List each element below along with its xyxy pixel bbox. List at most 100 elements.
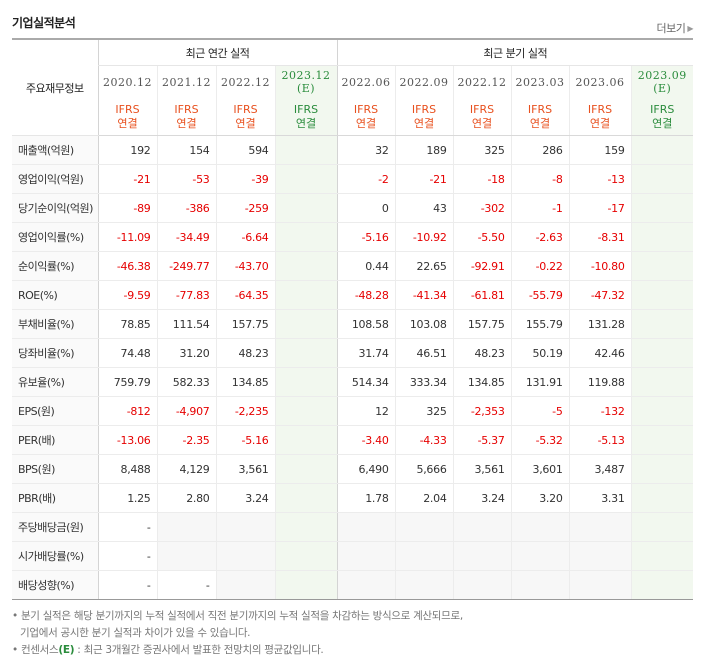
value-cell bbox=[630, 338, 694, 368]
value-cell: - bbox=[97, 512, 157, 542]
value-cell bbox=[630, 454, 694, 484]
value-cell: 1.78 bbox=[336, 483, 396, 513]
estimate-label: (E) bbox=[653, 82, 672, 95]
section-title: 기업실적분석 bbox=[12, 16, 76, 30]
value-cell bbox=[274, 251, 338, 281]
row-label: 주당배당금(원) bbox=[12, 512, 98, 542]
footnote-1-line-2: 기업에서 공시한 분기 실적과 차이가 있을 수 있습니다. bbox=[20, 627, 251, 639]
value-cell: 154 bbox=[156, 135, 216, 165]
basis-label: IFRS bbox=[293, 102, 319, 116]
footnote-2: • 컨센서스(E) : 최근 3개월간 증권사에서 발표한 전망치의 평균값입니… bbox=[12, 644, 324, 656]
table-row: PER(배) -13.06 -2.35 -5.16 -3.40 -4.33 -5.37 -5.… bbox=[12, 425, 694, 455]
basis-label: IFRS bbox=[650, 102, 675, 116]
value-cell bbox=[274, 512, 338, 542]
value-cell bbox=[630, 193, 694, 223]
value-cell: -2 bbox=[336, 164, 396, 194]
table-row: 배당성향(%) - - bbox=[12, 570, 694, 600]
value-cell: -2,235 bbox=[215, 396, 275, 426]
value-cell bbox=[274, 541, 338, 571]
value-cell: 157.75 bbox=[452, 309, 512, 339]
value-cell: - bbox=[156, 570, 216, 600]
row-label: 영업이익률(%) bbox=[12, 222, 98, 252]
value-cell: 333.34 bbox=[394, 367, 454, 397]
basis-header: IFRS 연결 bbox=[452, 98, 512, 136]
value-cell: -6.64 bbox=[215, 222, 275, 252]
value-cell: 108.58 bbox=[336, 309, 396, 339]
value-cell bbox=[394, 512, 454, 542]
value-cell: -47.32 bbox=[568, 280, 632, 310]
value-cell bbox=[510, 541, 570, 571]
period-label: 2022.09 bbox=[399, 75, 449, 89]
value-cell: 6,490 bbox=[336, 454, 396, 484]
value-cell: 31.74 bbox=[336, 338, 396, 368]
row-label: 매출액(억원) bbox=[12, 135, 98, 165]
value-cell bbox=[452, 512, 512, 542]
value-cell: -5.32 bbox=[510, 425, 570, 455]
value-cell: -13.06 bbox=[97, 425, 157, 455]
value-cell: -8.31 bbox=[568, 222, 632, 252]
period-header: 2023.12 (E) bbox=[274, 65, 338, 98]
value-cell: -77.83 bbox=[156, 280, 216, 310]
value-cell: 8,488 bbox=[97, 454, 157, 484]
value-cell: 582.33 bbox=[156, 367, 216, 397]
estimate-label: (E) bbox=[296, 82, 316, 95]
value-cell: -5.16 bbox=[336, 222, 396, 252]
basis-header: IFRS 연결 bbox=[97, 98, 157, 136]
value-cell: 32 bbox=[336, 135, 396, 165]
value-cell bbox=[630, 570, 694, 600]
table-row: 영업이익(억원) -21 -53 -39 -2 -21 -18 -8 -13 bbox=[12, 164, 694, 194]
more-label: 더보기 bbox=[656, 22, 686, 35]
period-label: 2020.12 bbox=[103, 75, 152, 89]
consolidation-label: 연결 bbox=[413, 116, 435, 130]
value-cell bbox=[274, 193, 338, 223]
period-label: 2021.12 bbox=[162, 75, 211, 89]
table-row: 시가배당률(%) - bbox=[12, 541, 694, 571]
period-label: 2022.12 bbox=[221, 75, 270, 89]
value-cell: 3.31 bbox=[568, 483, 632, 513]
footnote-1-line-1: 분기 실적은 해당 분기까지의 누적 실적에서 직전 분기까지의 누적 실적을 … bbox=[20, 610, 463, 622]
period-header: 2022.06 bbox=[336, 65, 396, 98]
row-label: PER(배) bbox=[12, 425, 98, 455]
value-cell bbox=[336, 570, 396, 600]
value-cell: 2.04 bbox=[394, 483, 454, 513]
value-cell: -48.28 bbox=[336, 280, 396, 310]
value-cell bbox=[336, 541, 396, 571]
value-cell bbox=[274, 483, 338, 513]
value-cell bbox=[274, 338, 338, 368]
value-cell: -249.77 bbox=[156, 251, 216, 281]
basis-header: IFRS 연결 bbox=[510, 98, 570, 136]
quarter-header: 최근 분기 실적 bbox=[336, 38, 694, 66]
value-cell: 2.80 bbox=[156, 483, 216, 513]
value-cell bbox=[274, 280, 338, 310]
value-cell: -10.92 bbox=[394, 222, 454, 252]
table-row: PBR(배) 1.25 2.80 3.24 1.78 2.04 3.24 3.20 3.31 bbox=[12, 483, 694, 513]
table-row: 영업이익률(%) -11.09 -34.49 -6.64 -5.16 -10.92 -5.5… bbox=[12, 222, 694, 252]
value-cell bbox=[630, 541, 694, 571]
value-cell bbox=[274, 135, 338, 165]
value-cell: -132 bbox=[568, 396, 632, 426]
value-cell: -18 bbox=[452, 164, 512, 194]
value-cell: -8 bbox=[510, 164, 570, 194]
consolidation-label: 연결 bbox=[652, 116, 673, 130]
period-header: 2022.12 bbox=[452, 65, 512, 98]
value-cell bbox=[630, 164, 694, 194]
value-cell: -2.63 bbox=[510, 222, 570, 252]
value-cell bbox=[630, 135, 694, 165]
period-header: 2022.12 bbox=[215, 65, 275, 98]
value-cell: -55.79 bbox=[510, 280, 570, 310]
value-cell: -3.40 bbox=[336, 425, 396, 455]
period-label: 2023.06 bbox=[575, 75, 625, 89]
value-cell: -0.22 bbox=[510, 251, 570, 281]
value-cell: 325 bbox=[452, 135, 512, 165]
more-link[interactable]: 더보기 ▶ bbox=[656, 20, 693, 36]
period-header: 2022.09 bbox=[394, 65, 454, 98]
value-cell bbox=[630, 280, 694, 310]
row-label: 당좌비율(%) bbox=[12, 338, 98, 368]
period-header: 2023.03 bbox=[510, 65, 570, 98]
value-cell bbox=[394, 570, 454, 600]
period-label: 2023.12 bbox=[281, 69, 331, 82]
consolidation-label: 연결 bbox=[589, 116, 611, 130]
consolidation-label: 연결 bbox=[235, 116, 256, 130]
row-label: 당기순이익(억원) bbox=[12, 193, 98, 223]
value-cell bbox=[630, 251, 694, 281]
